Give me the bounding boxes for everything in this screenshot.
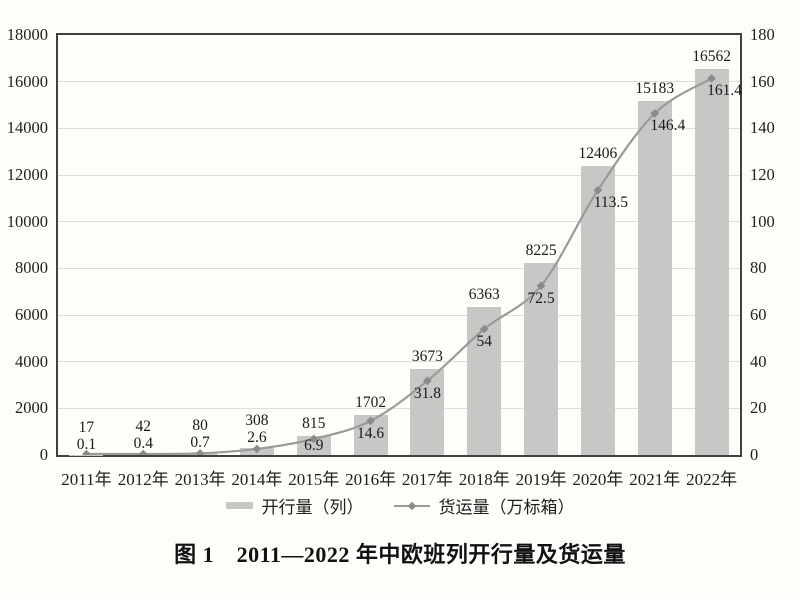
y-axis-left-label: 12000 — [6, 165, 48, 184]
x-axis-label: 2015年 — [288, 470, 340, 489]
freight-value-label: 0.7 — [190, 434, 210, 452]
bar-value-label: 815 — [302, 414, 326, 432]
x-axis-label: 2018年 — [458, 470, 510, 489]
bar-value-label: 17 — [78, 418, 95, 436]
data-point-marker — [479, 324, 489, 334]
grid-line — [58, 361, 740, 363]
grid-line — [58, 174, 740, 176]
y-axis-right-label: 100 — [750, 211, 775, 231]
bar-swatch-icon — [225, 502, 253, 509]
plot-area: 17 0.1 42 0.4 80 0.7 308 2.6 815 6.9 1702 14.6 3673 3… — [56, 33, 742, 457]
x-axis-label: 2017年 — [401, 470, 453, 489]
grid-line — [58, 127, 740, 129]
bar-2021年 — [637, 100, 672, 455]
y-axis-right-label: 140 — [750, 118, 775, 138]
data-point-marker — [366, 416, 375, 426]
data-point-marker — [138, 449, 148, 455]
x-axis-label: 2011年 — [61, 470, 112, 489]
figure-caption: 图 1 2011—2022 年中欧班列开行量及货运量 — [174, 542, 626, 567]
bar-2019年 — [524, 263, 559, 455]
y-axis-right-label: 120 — [750, 165, 775, 184]
freight-value-label: 0.1 — [76, 435, 97, 453]
y-axis-right-label: 40 — [750, 351, 767, 371]
x-axis-label: 2022年 — [686, 470, 738, 489]
freight-value-label: 72.5 — [527, 289, 555, 307]
x-axis-label: 2014年 — [231, 470, 283, 489]
legend-item-freight: 货运量（万标箱） — [393, 493, 575, 518]
bar-value-label: 6363 — [468, 285, 500, 303]
grid-line — [58, 314, 740, 316]
bar-value-label: 15183 — [635, 79, 675, 97]
x-axis-label: 2021年 — [629, 470, 681, 489]
y-axis-left-label: 10000 — [6, 211, 48, 231]
bar-value-label: 16562 — [692, 47, 731, 65]
y-axis-left-label: 18000 — [6, 25, 48, 44]
y-axis-left-label: 16000 — [6, 71, 48, 91]
freight-value-label: 113.5 — [593, 194, 629, 212]
data-point-marker — [252, 444, 262, 454]
x-axis-label: 2016年 — [345, 470, 397, 489]
bar-2020年 — [580, 165, 615, 455]
freight-line — [86, 77, 713, 455]
y-axis-left-label: 14000 — [6, 118, 48, 138]
line-marker-swatch-icon — [393, 501, 430, 510]
y-axis-right-label: 60 — [750, 305, 767, 324]
grid-line — [58, 407, 740, 409]
data-point-marker — [593, 185, 603, 195]
freight-value-label: 6.9 — [304, 437, 324, 454]
bar-value-label: 8225 — [525, 242, 557, 260]
data-point-marker — [536, 281, 546, 291]
y-axis-left-label: 4000 — [15, 351, 48, 371]
freight-value-label: 54 — [476, 333, 493, 350]
grid-line — [58, 81, 740, 83]
freight-value-label: 14.6 — [357, 424, 385, 442]
grid-line — [58, 221, 740, 223]
x-axis-label: 2012年 — [117, 470, 169, 489]
freight-value-label: 161.4 — [707, 82, 743, 100]
y-axis-left-label: 8000 — [15, 258, 48, 278]
x-axis-label: 2019年 — [515, 470, 567, 489]
y-axis-left-label: 0 — [39, 445, 48, 464]
bar-value-label: 1702 — [355, 394, 387, 412]
y-axis-left-label: 2000 — [15, 398, 48, 418]
grid-line — [58, 267, 740, 269]
data-point-marker — [650, 109, 660, 118]
data-point-marker — [82, 449, 91, 455]
legend-label-trains: 开行量（列） — [261, 498, 364, 517]
y-axis-left-label: 6000 — [15, 305, 48, 324]
data-point-marker — [707, 74, 716, 83]
bar-2022年 — [694, 68, 729, 455]
freight-value-label: 0.4 — [133, 435, 153, 453]
freight-value-label: 31.8 — [413, 384, 441, 402]
x-axis-label: 2020年 — [572, 470, 624, 489]
freight-value-label: 2.6 — [247, 428, 267, 446]
y-axis-right-label: 0 — [750, 445, 759, 464]
legend-label-freight: 货运量（万标箱） — [438, 498, 575, 517]
diamond-marker-icon — [407, 501, 416, 510]
bar-value-label: 3673 — [411, 348, 443, 366]
y-axis-right-label: 20 — [750, 398, 767, 418]
y-axis-right-label: 160 — [750, 71, 775, 91]
y-axis-right-label: 80 — [750, 258, 767, 278]
data-point-marker — [423, 376, 432, 386]
bar-value-label: 12406 — [578, 144, 618, 162]
y-axis-right-label: 180 — [750, 25, 775, 44]
line-series-layer — [82, 74, 716, 455]
x-axis-label: 2013年 — [174, 470, 226, 489]
data-point-marker — [195, 449, 205, 455]
legend-item-trains: 开行量（列） — [225, 493, 364, 518]
bar-value-label: 308 — [245, 411, 269, 429]
bar-value-label: 80 — [192, 417, 208, 435]
bar-value-label: 42 — [135, 418, 152, 436]
data-point-marker — [309, 434, 319, 444]
freight-value-label: 146.4 — [650, 117, 686, 135]
legend: 开行量（列） 货运量（万标箱） — [0, 493, 800, 518]
